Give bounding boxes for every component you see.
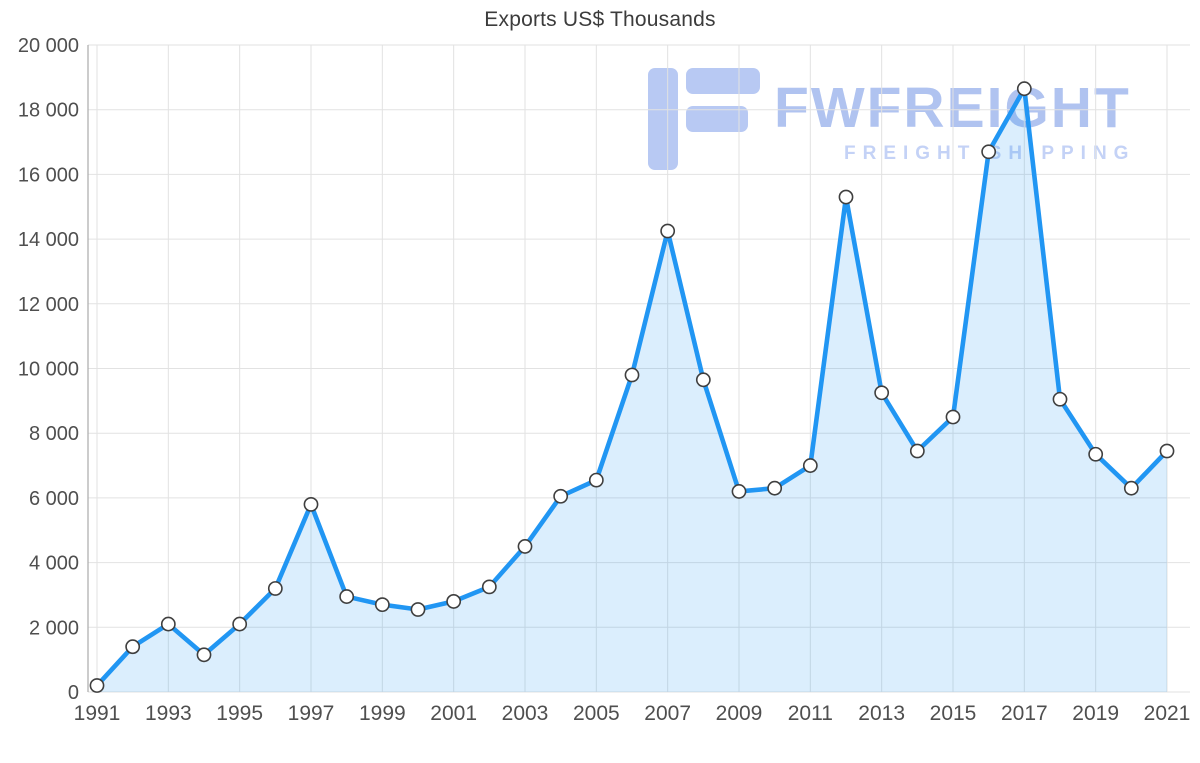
svg-text:2013: 2013 (858, 702, 905, 725)
svg-text:12 000: 12 000 (18, 294, 79, 316)
svg-text:2 000: 2 000 (29, 617, 79, 639)
svg-text:2019: 2019 (1072, 702, 1119, 725)
svg-text:1999: 1999 (359, 702, 406, 725)
svg-text:14 000: 14 000 (18, 229, 79, 251)
svg-text:2003: 2003 (502, 702, 549, 725)
svg-text:18 000: 18 000 (18, 100, 79, 122)
chart-title: Exports US$ Thousands (484, 8, 716, 31)
svg-text:20 000: 20 000 (18, 35, 79, 57)
svg-text:0: 0 (68, 682, 79, 704)
svg-text:1997: 1997 (288, 702, 335, 725)
svg-text:2001: 2001 (430, 702, 477, 725)
svg-text:4 000: 4 000 (29, 553, 79, 575)
svg-text:2011: 2011 (788, 702, 833, 725)
svg-text:2009: 2009 (716, 702, 763, 725)
svg-text:1995: 1995 (216, 702, 263, 725)
svg-text:2021: 2021 (1144, 702, 1191, 725)
svg-text:16 000: 16 000 (18, 164, 79, 186)
svg-text:8 000: 8 000 (29, 423, 79, 445)
svg-text:1993: 1993 (145, 702, 192, 725)
svg-text:2015: 2015 (930, 702, 977, 725)
svg-text:2007: 2007 (644, 702, 691, 725)
svg-text:2005: 2005 (573, 702, 620, 725)
svg-text:10 000: 10 000 (18, 359, 79, 381)
svg-text:6 000: 6 000 (29, 488, 79, 510)
svg-text:1991: 1991 (74, 702, 121, 725)
svg-text:2017: 2017 (1001, 702, 1048, 725)
